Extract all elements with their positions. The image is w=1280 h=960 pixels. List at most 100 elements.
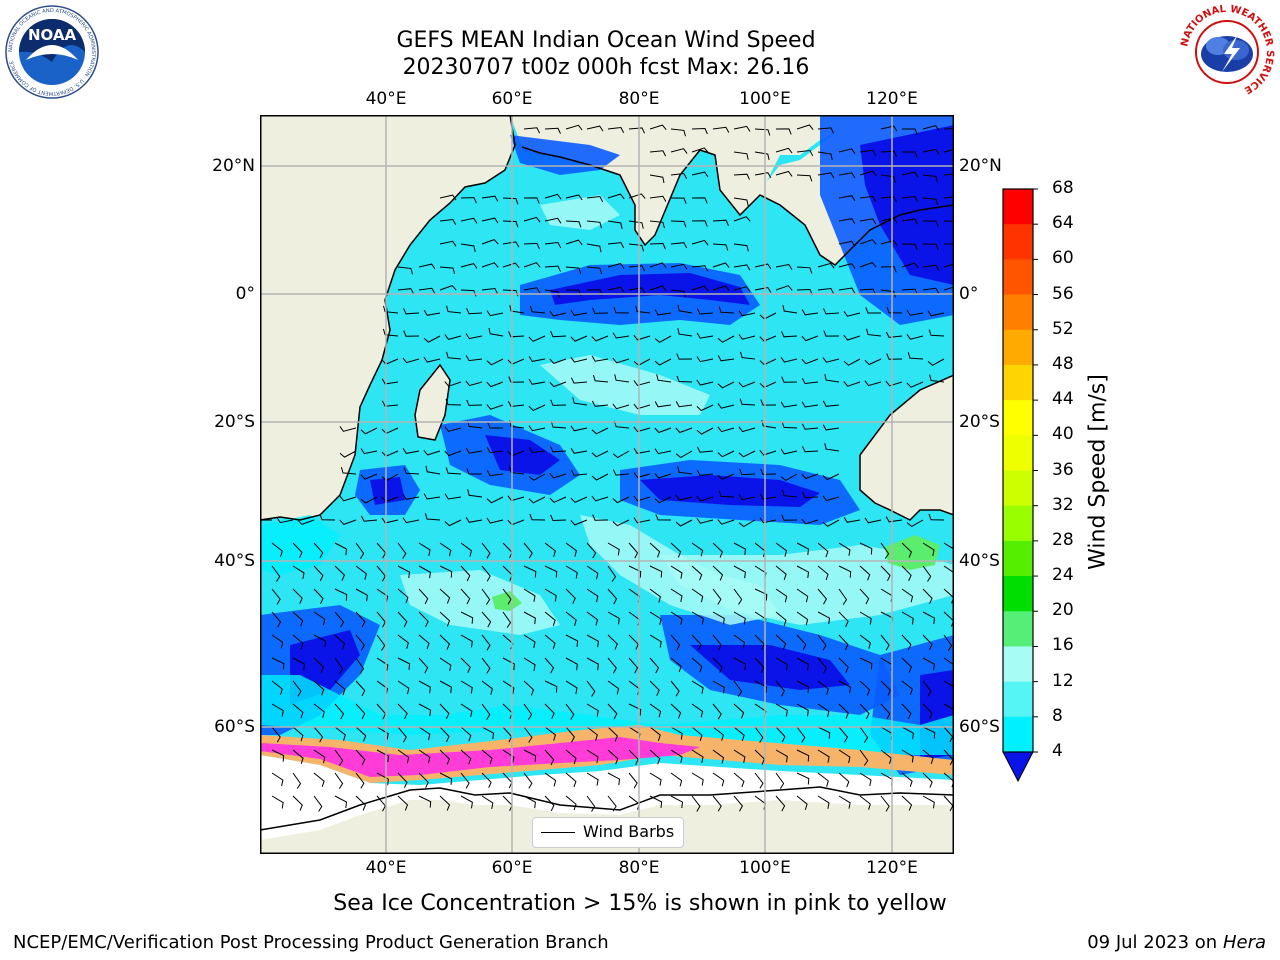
wind-barb: [654, 358, 672, 366]
wind-barb: [817, 287, 835, 295]
wind-barb: [801, 335, 819, 342]
colorbar-tick-label: 20: [1052, 600, 1074, 621]
wind-barb: [817, 542, 829, 558]
wind-barb: [922, 125, 940, 131]
colorbar-tick-label: 8: [1052, 705, 1063, 726]
wind-barb: [481, 749, 493, 765]
wind-barb: [885, 516, 903, 523]
wind-barb: [796, 149, 814, 157]
wind-barb: [439, 703, 450, 720]
wind-barb: [859, 772, 872, 786]
wind-barb: [649, 150, 667, 157]
wind-barb: [271, 749, 285, 762]
wind-barb: [922, 611, 936, 625]
wind-barb: [796, 749, 810, 762]
wind-barb: [339, 450, 357, 458]
wind-barb: [607, 126, 625, 134]
wind-barb: [649, 749, 661, 765]
wind-barb: [334, 588, 348, 601]
wind-barb: [922, 749, 934, 765]
wind-barb: [754, 657, 765, 674]
wind-barb: [550, 514, 567, 522]
wind-barb: [943, 263, 954, 268]
wind-barb: [586, 634, 599, 648]
wind-barb: [607, 286, 625, 293]
wind-barb: [696, 446, 714, 453]
chart-title-line2: 20230707 t00z 000h fcst Max: 26.16: [402, 55, 810, 80]
wind-barb: [691, 197, 708, 204]
wind-barb: [691, 542, 704, 557]
wind-barb: [759, 381, 777, 388]
wind-barb: [691, 726, 703, 742]
wind-barb: [446, 305, 462, 314]
wind-barb: [782, 304, 798, 314]
wind-barb: [612, 519, 630, 527]
lat-tick-right: 40°S: [959, 551, 1000, 571]
wind-barb: [607, 657, 617, 674]
wind-barb: [481, 611, 492, 628]
wind-barb: [838, 703, 849, 719]
land-australia: [860, 375, 954, 520]
wind-barb: [502, 241, 520, 248]
wind-barb: [467, 489, 483, 498]
wind-barb: [544, 127, 561, 134]
wind-barb: [670, 634, 681, 651]
wind-barb: [418, 588, 429, 605]
wind-barb: [670, 542, 682, 558]
colorbar-tick-label: 36: [1052, 459, 1074, 480]
wind-barb: [460, 565, 471, 582]
wind-barb: [403, 330, 420, 337]
wind-barb: [943, 634, 953, 651]
wind-barb: [796, 174, 813, 182]
noaa-logo: NOAA NATIONAL OCEANIC AND ATMOSPHERIC AD…: [4, 4, 100, 100]
wind-barb: [738, 450, 756, 458]
wind-barb: [733, 657, 747, 671]
wind-barb: [670, 289, 686, 298]
lon-tick-top: 40°E: [365, 89, 407, 109]
wind-barb: [586, 266, 603, 275]
wind-barb: [922, 657, 935, 671]
wind-barb: [691, 171, 709, 178]
wind-band-moderate-2: [260, 675, 954, 755]
wind-barb: [292, 772, 302, 789]
wind-barb: [633, 472, 651, 478]
wind-barb: [670, 148, 688, 154]
wind-barb: [607, 703, 618, 720]
wind-barb: [313, 542, 324, 559]
wind-barb: [859, 542, 873, 555]
wind-barb: [922, 243, 939, 250]
wind-barb: [418, 287, 436, 294]
wind-barb: [654, 335, 672, 343]
wind-barb: [550, 446, 567, 453]
wind-barb: [796, 680, 810, 693]
wind-barb: [439, 657, 452, 672]
wind-barb: [838, 218, 856, 225]
wind-barb: [439, 726, 450, 743]
wind-barb: [649, 795, 663, 808]
wind-barb: [717, 426, 735, 433]
wind-barb: [775, 128, 792, 135]
wind-barb: [502, 588, 512, 605]
wind-barb: [444, 519, 462, 527]
wind-barb: [649, 634, 662, 648]
wind-barb: [313, 611, 326, 626]
wind-barb: [817, 726, 831, 739]
colorbar-segment: [1003, 329, 1033, 366]
wind-barb: [780, 448, 798, 455]
wind-barb: [313, 795, 323, 812]
wind-barb: [754, 680, 768, 694]
svg-text:NOAA: NOAA: [28, 26, 77, 44]
wind-barb: [550, 421, 567, 429]
wind-barb: [397, 288, 415, 295]
wind-barb: [355, 542, 365, 559]
wind-barb: [838, 195, 856, 202]
wind-barb: [418, 542, 431, 556]
wind-barb: [824, 443, 840, 452]
wind-barb: [271, 726, 281, 743]
wind-barb: [838, 148, 856, 154]
wind-barb: [523, 657, 536, 671]
wind-barb: [696, 427, 714, 435]
wind-barb: [754, 172, 772, 179]
wind-barb: [696, 332, 714, 339]
wind-barb: [460, 263, 478, 269]
